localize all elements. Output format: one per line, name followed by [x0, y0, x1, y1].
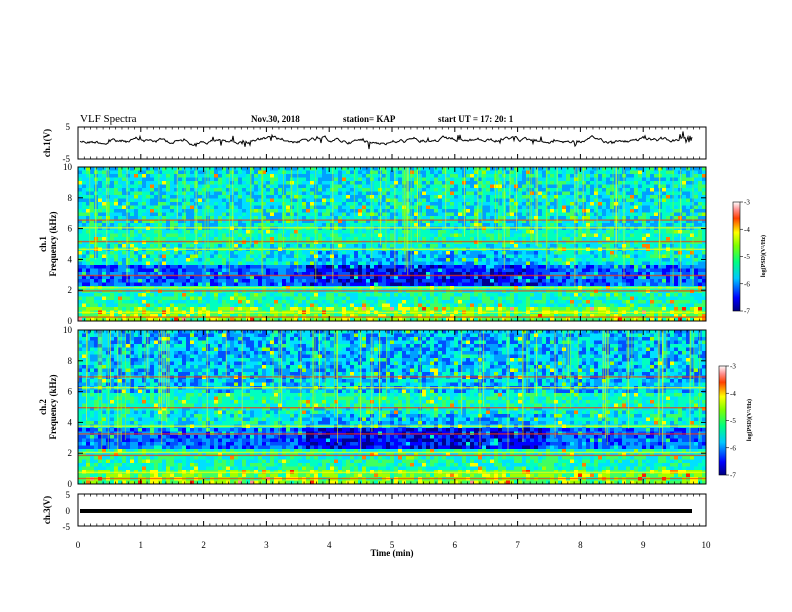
ch1-ytick-top: 5: [66, 122, 71, 132]
ch2-spectrogram-ytick-label: 2: [68, 448, 73, 458]
ch2-spectrogram-ylabel: Frequency (kHz): [48, 374, 58, 439]
time-tick-label: 7: [515, 540, 520, 550]
time-tick-label: 2: [201, 540, 206, 550]
ch1-spectrogram-channel-label: ch.1: [38, 236, 48, 252]
time-tick-label: 3: [264, 540, 269, 550]
ch1-colorbar-tick-label: -4: [744, 226, 750, 234]
ch2-colorbar-tick-label: -6: [730, 444, 736, 452]
ch1-waveform-frame: [77, 126, 707, 160]
time-tick-label: 0: [76, 540, 81, 550]
ch1-colorbar-scale: [732, 201, 741, 312]
time-axis: 0 1 2 3 4 5 6 7 8 9 10: [76, 127, 711, 550]
ch2-colorbar-tick-label: -4: [730, 390, 736, 398]
ch2-colorbar-label: log(PSD)(V²/Hz): [746, 399, 753, 441]
time-tick-label: 1: [139, 540, 144, 550]
ch1-spectrogram-image: [78, 167, 707, 322]
ch1-colorbar: -3 -4 -5 -6 -7 log(PSD)(V²/Hz): [732, 199, 767, 316]
ch1-spectrogram-ytick-label: 0: [68, 316, 73, 326]
ch2-spectrogram-ytick-label: 4: [68, 417, 73, 427]
ch1-colorbar-tick-label: -5: [744, 253, 750, 261]
ch1-spectrogram-ytick-label: 2: [68, 285, 73, 295]
time-tick-label: 4: [327, 540, 332, 550]
ch1-waveform-ylabel: ch.1(V): [42, 129, 52, 157]
ch1-colorbar-tick-label: -3: [744, 199, 750, 207]
ch1-colorbar-tick-label: -7: [744, 308, 750, 316]
ch1-spectrogram-ytick-label: 6: [68, 224, 73, 234]
ch1-ytick-bottom: -5: [63, 154, 71, 164]
ch2-spectrogram-image: [78, 330, 707, 485]
ch2-spectrogram-ytick-label: 0: [68, 479, 73, 489]
time-tick-label: 8: [578, 540, 583, 550]
ch2-colorbar: -3 -4 -5 -6 -7 log(PSD)(V²/Hz): [718, 363, 753, 480]
time-tick-label: 10: [702, 540, 712, 550]
time-axis-label: Time (min): [370, 548, 413, 558]
ch1-spectrogram-ytick-label: 8: [68, 193, 73, 203]
ch2-spectrogram-ytick-label: 10: [63, 325, 73, 335]
ch3-ytick-mid: 0: [66, 506, 71, 516]
ch1-colorbar-label: log(PSD)(V²/Hz): [760, 235, 767, 277]
ch1-waveform-line: [79, 131, 693, 150]
ch1-spectrogram-ytick-label: 4: [68, 254, 73, 264]
ch2-colorbar-tick-label: -3: [730, 363, 736, 371]
ch1-waveform-panel: 5 -5 ch.1(V): [42, 122, 707, 164]
ch2-spectrogram-panel: 0 2 4 6 8 10 ch.2 Frequency (kHz): [38, 325, 707, 489]
ch1-spectrogram-ylabel: Frequency (kHz): [48, 211, 58, 276]
ch1-spectrogram-panel: 0 2 4 6 8 10 ch.1 Frequency (kHz): [38, 162, 707, 326]
ch3-waveform-line: [80, 509, 692, 513]
figure-title: VLF Spectra: [80, 113, 137, 125]
start-time-label: start UT = 17: 20: 1: [438, 114, 514, 124]
ch2-spectrogram-ytick-label: 6: [68, 387, 73, 397]
ch3-ytick-bottom: -5: [63, 522, 71, 532]
time-tick-label: 9: [641, 540, 646, 550]
ch3-waveform-ylabel: ch.3(V): [42, 496, 52, 524]
ch2-colorbar-tick-label: -5: [730, 417, 736, 425]
ch1-colorbar-tick-label: -6: [744, 280, 750, 288]
date-label: Nov.30, 2018: [251, 114, 300, 124]
ch3-waveform-panel: 5 0 -5 ch.3(V): [42, 490, 707, 532]
ch3-ytick-top: 5: [66, 490, 71, 500]
station-label: station= KAP: [343, 114, 396, 124]
time-tick-label: 6: [453, 540, 458, 550]
time-tick-label: 5: [390, 540, 395, 550]
ch2-spectrogram-channel-label: ch.2: [38, 399, 48, 415]
ch2-colorbar-tick-label: -7: [730, 472, 736, 480]
ch2-colorbar-scale: [718, 365, 727, 476]
ch2-spectrogram-ytick-label: 8: [68, 356, 73, 366]
ch1-spectrogram-ytick-label: 10: [63, 162, 73, 172]
